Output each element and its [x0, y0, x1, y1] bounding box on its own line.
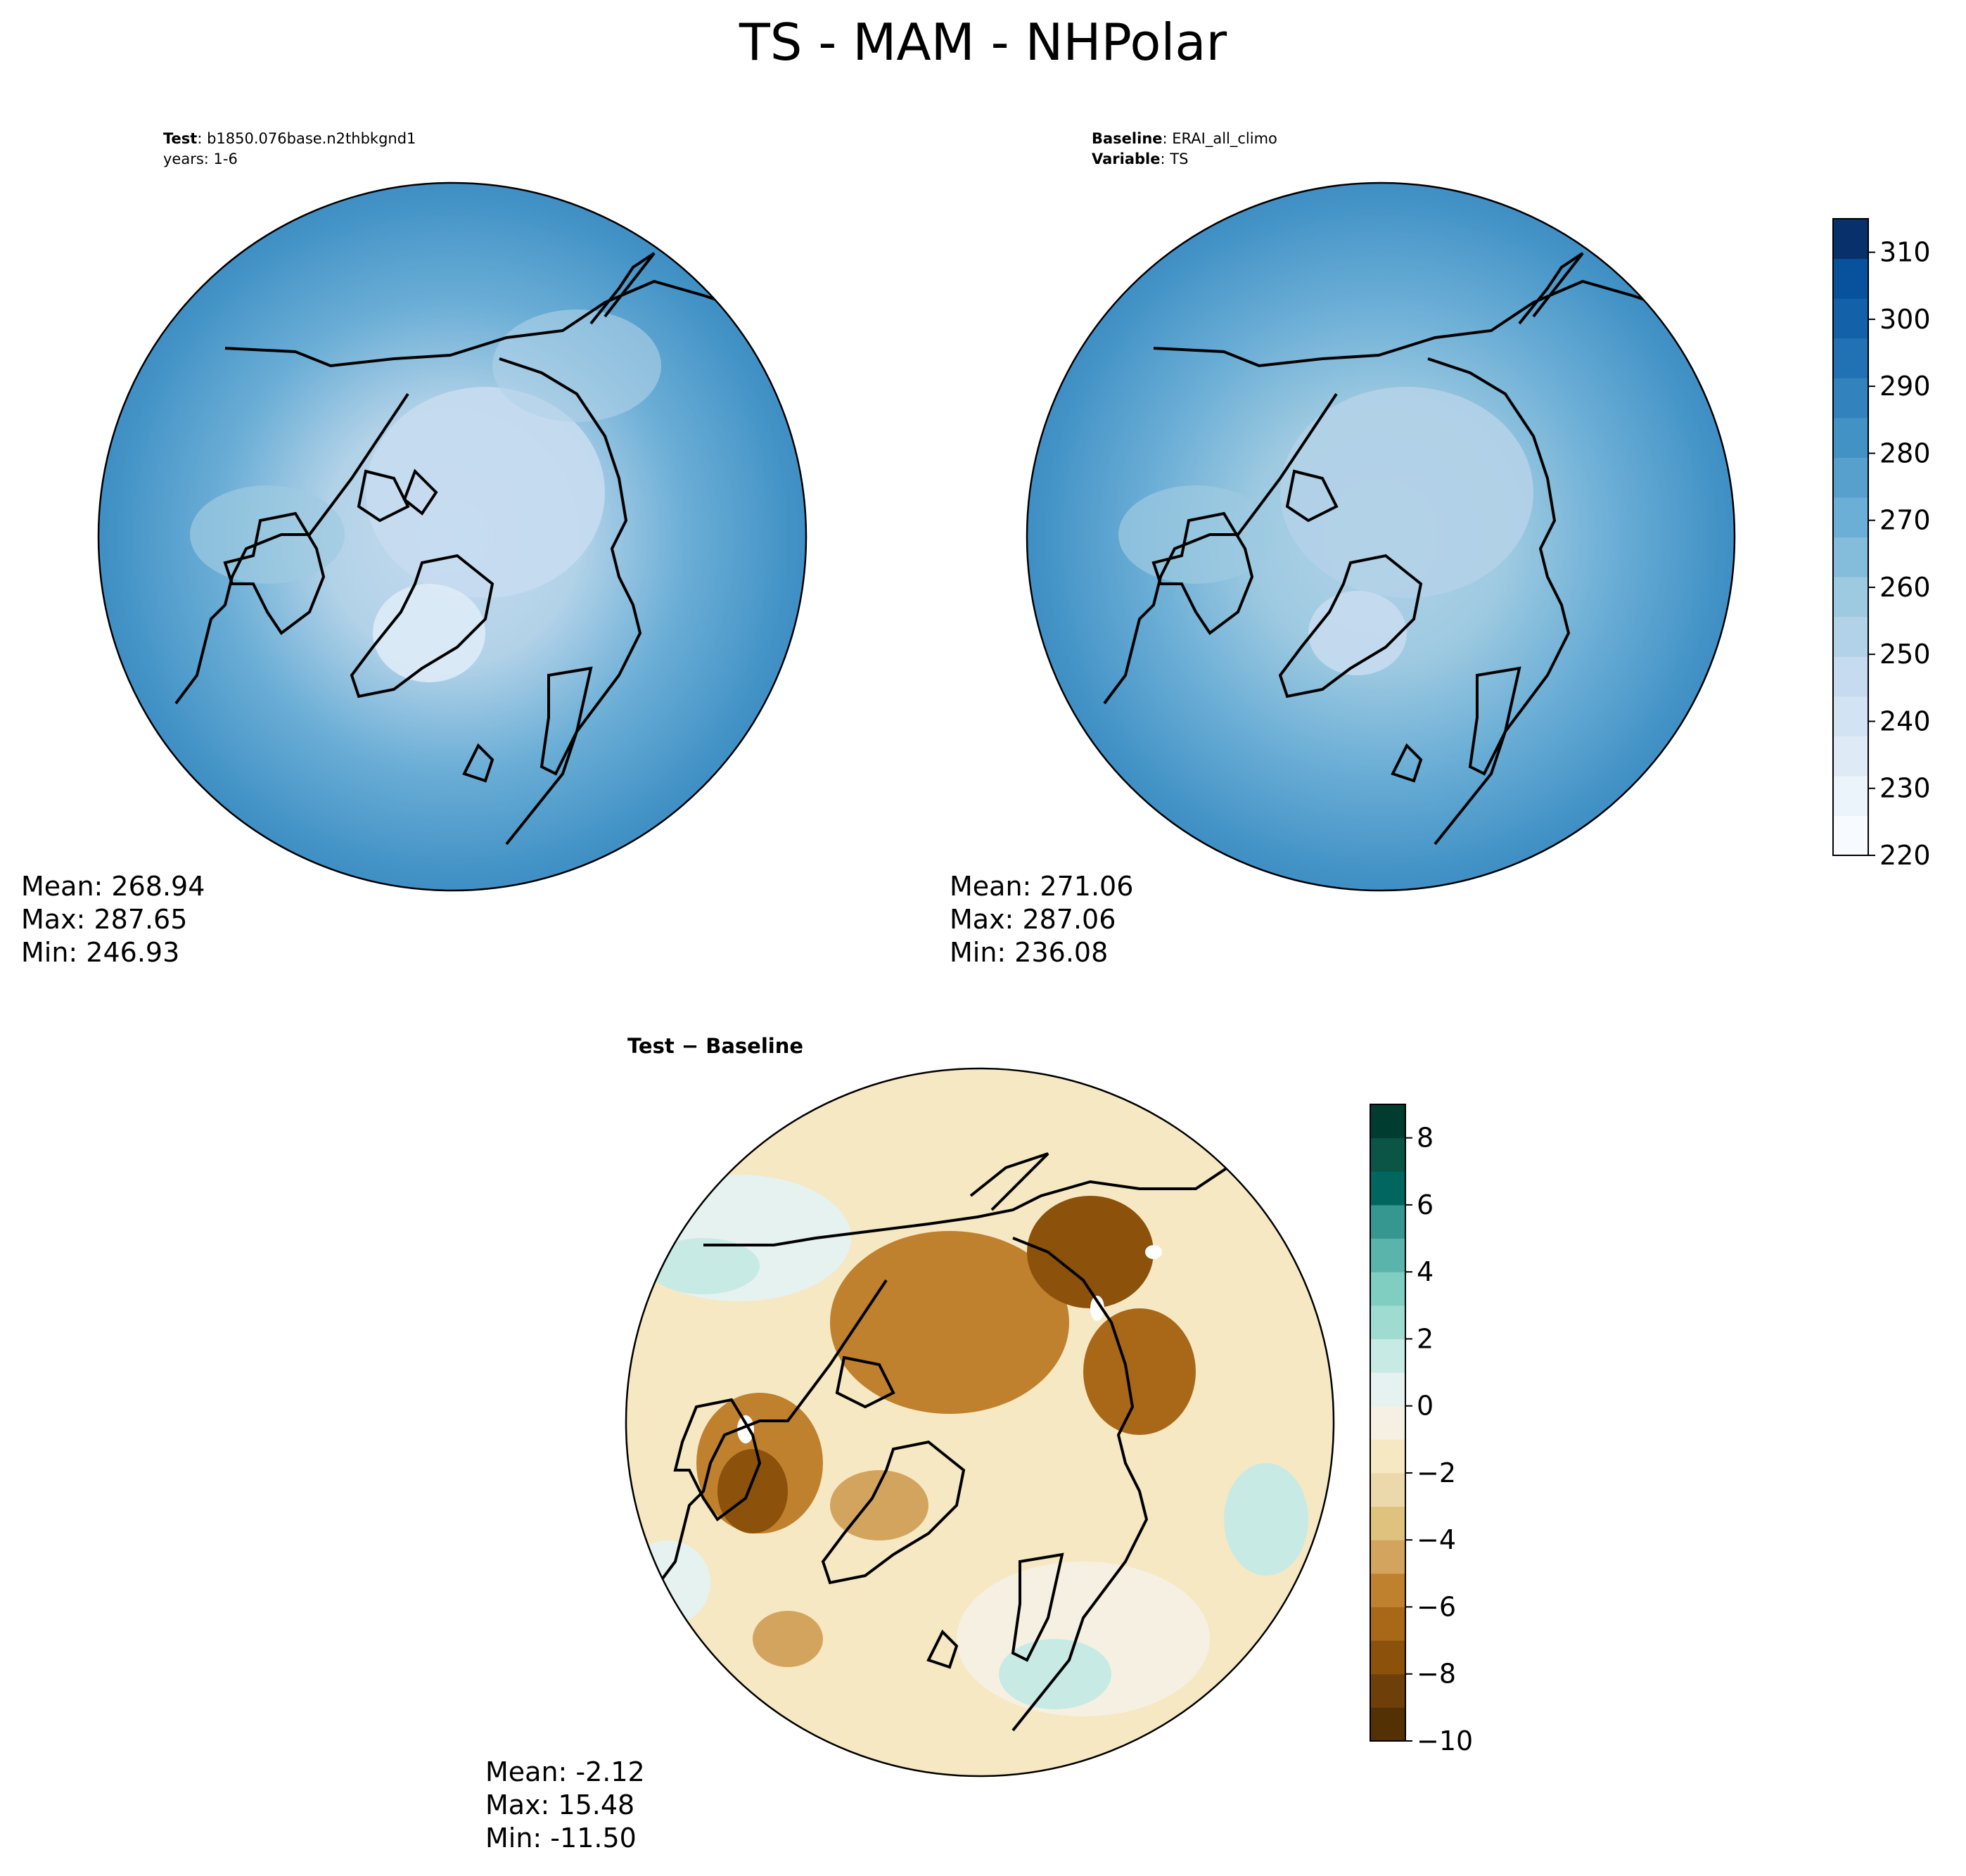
field-colorbar-tick-label: 250: [1879, 639, 1931, 670]
diff-panel-title: Test − Baseline: [627, 1034, 804, 1058]
field-colorbar-tick-label: 240: [1879, 706, 1931, 736]
diff-colorbar-segment: [1370, 1673, 1405, 1708]
diff-colorbar-tick-label: 2: [1417, 1323, 1434, 1354]
variable-label-bold: Variable: [1092, 151, 1161, 167]
field-colorbar-segment: [1833, 497, 1868, 537]
baseline-panel-header: Baseline: ERAI_all_climo Variable: TS: [1092, 129, 1277, 170]
diff-coastlines: [653, 1131, 1288, 1732]
diff-colorbar-segment: [1370, 1506, 1405, 1540]
diff-colorbar-tick-label: −2: [1417, 1457, 1456, 1488]
test-min: Min: 246.93: [21, 937, 180, 968]
diff-colorbar-tick-label: −10: [1417, 1725, 1473, 1756]
field-colorbar-segment: [1833, 736, 1868, 777]
diff-colorbar-tick-label: −4: [1417, 1524, 1456, 1555]
diff-colorbar-segment: [1370, 1439, 1405, 1474]
diff-colorbar-segment: [1370, 1204, 1405, 1239]
variable-label-value: TS: [1170, 151, 1189, 167]
diff-colorbar-segment: [1370, 1272, 1405, 1306]
diff-colorbar-tick-label: 6: [1417, 1189, 1434, 1220]
diff-colorbar-tick-label: 4: [1417, 1256, 1434, 1287]
baseline-stats: Mean: 271.06 Max: 287.06 Min: 236.08: [950, 870, 1133, 969]
diff-min: Min: -11.50: [485, 1823, 637, 1853]
test-years-label: years: 1-6: [163, 151, 238, 167]
test-label-bold: Test: [163, 130, 198, 147]
diff-colorbar-tick-label: −6: [1417, 1591, 1456, 1622]
field-colorbar: 220 230 240 250 260 270 280 290 300 310: [1832, 218, 1931, 871]
diff-colorbar-segment: [1370, 1640, 1405, 1675]
field-colorbar-segment: [1833, 417, 1868, 458]
diff-colorbar-segment: [1370, 1171, 1405, 1206]
baseline-max: Max: 287.06: [950, 904, 1116, 935]
field-colorbar-tick-label: 300: [1879, 304, 1931, 335]
test-panel-header: Test: b1850.076base.n2thbkgnd1 years: 1-…: [163, 129, 416, 170]
field-colorbar-segment: [1833, 577, 1868, 618]
field-colorbar-segment: [1833, 378, 1868, 419]
field-colorbar-tick-label: 290: [1879, 371, 1931, 402]
diff-map: [625, 1067, 1335, 1778]
test-label-value: b1850.076base.n2thbkgnd1: [207, 130, 416, 147]
diff-colorbar-segment: [1370, 1707, 1405, 1742]
test-label-sep: :: [197, 130, 203, 147]
field-colorbar-segment: [1833, 656, 1868, 697]
baseline-mean: Mean: 271.06: [950, 871, 1134, 902]
field-colorbar-segment: [1833, 219, 1868, 260]
diff-max: Max: 15.48: [485, 1789, 635, 1820]
field-colorbar-tick-label: 270: [1879, 505, 1931, 536]
diff-colorbar-segment: [1370, 1305, 1405, 1339]
diff-colorbar-segment: [1370, 1104, 1405, 1139]
variable-label-sep: :: [1160, 151, 1166, 167]
baseline-label-value: ERAI_all_climo: [1172, 130, 1277, 147]
diff-colorbar-tick-label: −8: [1417, 1659, 1456, 1690]
diff-colorbar-tick-label: 8: [1417, 1123, 1434, 1154]
test-stats: Mean: 268.94 Max: 287.65 Min: 246.93: [21, 870, 205, 969]
field-colorbar-segment: [1833, 696, 1868, 736]
diff-colorbar-tick-label: 0: [1417, 1391, 1434, 1422]
baseline-map: [1026, 181, 1736, 892]
diff-colorbar-outline: [1370, 1104, 1406, 1742]
field-colorbar-outline: [1832, 218, 1869, 856]
baseline-min: Min: 236.08: [950, 937, 1109, 968]
field-colorbar-tick-label: 310: [1879, 237, 1931, 268]
diff-colorbar-segment: [1370, 1405, 1405, 1440]
baseline-coastlines: [1103, 252, 1704, 846]
diff-colorbar-segment: [1370, 1339, 1405, 1373]
field-colorbar-segment: [1833, 298, 1868, 339]
figure-title: TS - MAM - NHPolar: [739, 13, 1227, 72]
diff-colorbar-segment: [1370, 1238, 1405, 1272]
diff-colorbar-segment: [1370, 1573, 1405, 1607]
test-coastlines: [174, 252, 775, 846]
field-colorbar-tick-label: 260: [1879, 572, 1931, 603]
field-colorbar-segment: [1833, 775, 1868, 816]
diff-colorbar-segment: [1370, 1472, 1405, 1507]
diff-mean: Mean: -2.12: [485, 1756, 645, 1787]
diff-colorbar-segment: [1370, 1137, 1405, 1172]
field-colorbar-tick-label: 230: [1879, 773, 1931, 804]
field-colorbar-segment: [1833, 338, 1868, 378]
field-colorbar-segment: [1833, 258, 1868, 299]
test-mean: Mean: 268.94: [21, 871, 205, 902]
field-colorbar-tick-label: 280: [1879, 438, 1931, 468]
field-colorbar-tick-label: 220: [1879, 840, 1931, 871]
test-map: [97, 181, 808, 892]
diff-colorbar: −10 −8 −6 −4 −2 0 2 4 6 8: [1370, 1104, 1473, 1756]
diff-stats: Mean: -2.12 Max: 15.48 Min: -11.50: [485, 1756, 645, 1855]
baseline-label-bold: Baseline: [1092, 130, 1163, 147]
baseline-label-sep: :: [1162, 130, 1168, 147]
field-colorbar-segment: [1833, 815, 1868, 856]
diff-colorbar-segment: [1370, 1372, 1405, 1407]
field-colorbar-segment: [1833, 616, 1868, 657]
field-colorbar-segment: [1833, 537, 1868, 578]
diff-colorbar-segment: [1370, 1607, 1405, 1641]
field-colorbar-segment: [1833, 457, 1868, 498]
diff-colorbar-segment: [1370, 1540, 1405, 1574]
test-max: Max: 287.65: [21, 904, 188, 935]
